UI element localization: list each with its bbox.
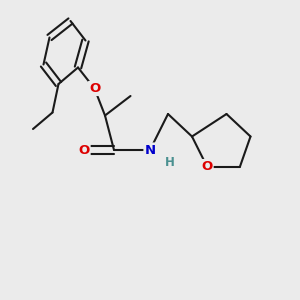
Text: H: H	[165, 155, 174, 169]
Text: O: O	[89, 82, 100, 95]
Text: O: O	[78, 143, 90, 157]
Text: O: O	[201, 160, 213, 173]
Text: N: N	[144, 143, 156, 157]
